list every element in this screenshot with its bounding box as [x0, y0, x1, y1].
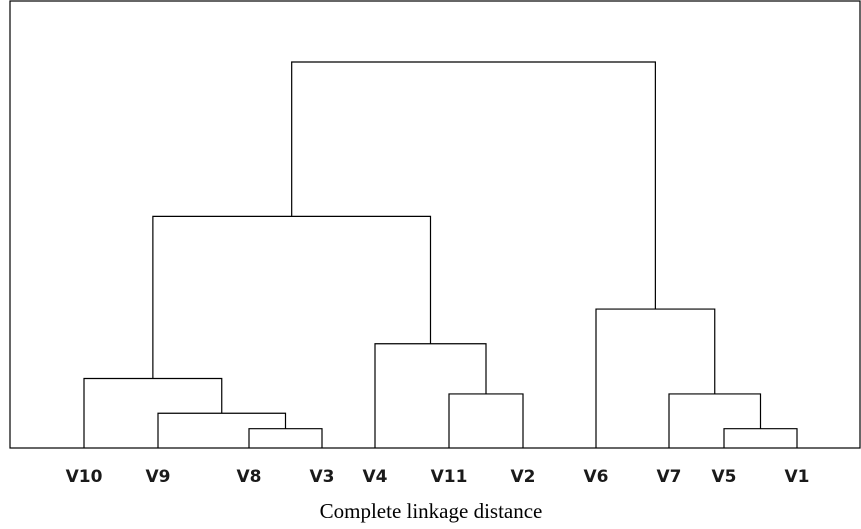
leaf-label-v10: V10	[66, 467, 103, 487]
link-m6-m7	[152, 215, 432, 379]
link-V5-V1	[723, 428, 798, 448]
leaf-label-v1: V1	[785, 467, 810, 487]
leaf-label-v7: V7	[657, 467, 682, 487]
link-V9-m1	[157, 412, 287, 448]
leaf-label-v11: V11	[431, 467, 468, 487]
leaf-label-v4: V4	[363, 467, 388, 487]
leaf-label-v8: V8	[237, 467, 262, 487]
link-V6-m5	[595, 308, 716, 448]
link-V4-m4	[374, 343, 487, 448]
leaf-label-v3: V3	[310, 467, 335, 487]
leaf-labels: V10 V9 V8 V3 V4 V11 V2 V6 V7 V5 V1	[66, 467, 810, 487]
link-V11-V2	[448, 393, 524, 448]
leaf-label-v9: V9	[146, 467, 171, 487]
leaf-label-v5: V5	[712, 467, 737, 487]
dendrogram-links	[83, 61, 798, 448]
leaf-label-v6: V6	[584, 467, 609, 487]
axis-caption: Complete linkage distance	[320, 499, 543, 523]
leaf-label-v2: V2	[511, 467, 536, 487]
plot-frame	[9, 0, 861, 449]
link-V8-V3	[248, 428, 323, 448]
link-V7-m2	[668, 393, 762, 448]
link-m9-m8	[291, 61, 656, 310]
